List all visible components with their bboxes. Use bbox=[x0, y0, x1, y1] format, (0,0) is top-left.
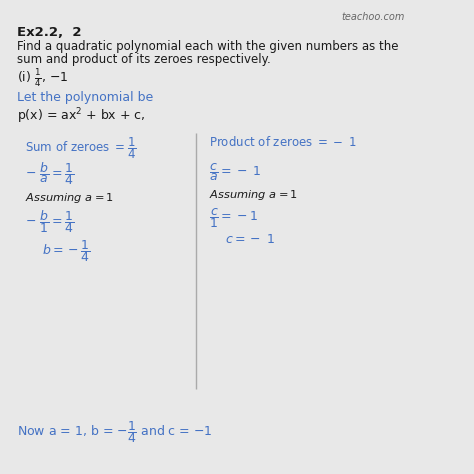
Text: Product of zeroes $= -\ 1$: Product of zeroes $= -\ 1$ bbox=[209, 135, 356, 149]
Text: $\dfrac{c}{1} = -1$: $\dfrac{c}{1} = -1$ bbox=[209, 206, 257, 229]
Text: Find a quadratic polynomial each with the given numbers as the: Find a quadratic polynomial each with th… bbox=[17, 40, 398, 53]
Text: Now a = 1, b = $-\dfrac{1}{4}$ and c = $-1$: Now a = 1, b = $-\dfrac{1}{4}$ and c = $… bbox=[17, 419, 212, 446]
Text: $-\ \dfrac{b}{a} = \dfrac{1}{4}$: $-\ \dfrac{b}{a} = \dfrac{1}{4}$ bbox=[25, 160, 74, 187]
Text: p(x) = ax$^{2}$ + bx + c,: p(x) = ax$^{2}$ + bx + c, bbox=[17, 107, 145, 126]
Text: sum and product of its zeroes respectively.: sum and product of its zeroes respective… bbox=[17, 53, 271, 66]
Text: (i) $\frac{1}{4}$, $-1$: (i) $\frac{1}{4}$, $-1$ bbox=[17, 67, 68, 89]
Text: Let the polynomial be: Let the polynomial be bbox=[17, 91, 153, 104]
Text: $\mathit{Assuming\ a = 1}$: $\mathit{Assuming\ a = 1}$ bbox=[25, 191, 114, 205]
Text: Sum of zeroes $= \dfrac{1}{4}$: Sum of zeroes $= \dfrac{1}{4}$ bbox=[25, 135, 137, 161]
Text: Ex2.2,  2: Ex2.2, 2 bbox=[17, 26, 81, 39]
Text: $-\ \dfrac{b}{1} = \dfrac{1}{4}$: $-\ \dfrac{b}{1} = \dfrac{1}{4}$ bbox=[25, 208, 74, 235]
Text: $\mathit{Assuming\ a = 1}$: $\mathit{Assuming\ a = 1}$ bbox=[209, 188, 298, 202]
Text: $\dfrac{c}{a} = -\ 1$: $\dfrac{c}{a} = -\ 1$ bbox=[209, 161, 261, 183]
Text: teachoo.com: teachoo.com bbox=[341, 12, 405, 22]
Text: $c = -\ 1$: $c = -\ 1$ bbox=[225, 233, 275, 246]
Text: $b = -\dfrac{1}{4}$: $b = -\dfrac{1}{4}$ bbox=[42, 238, 90, 264]
